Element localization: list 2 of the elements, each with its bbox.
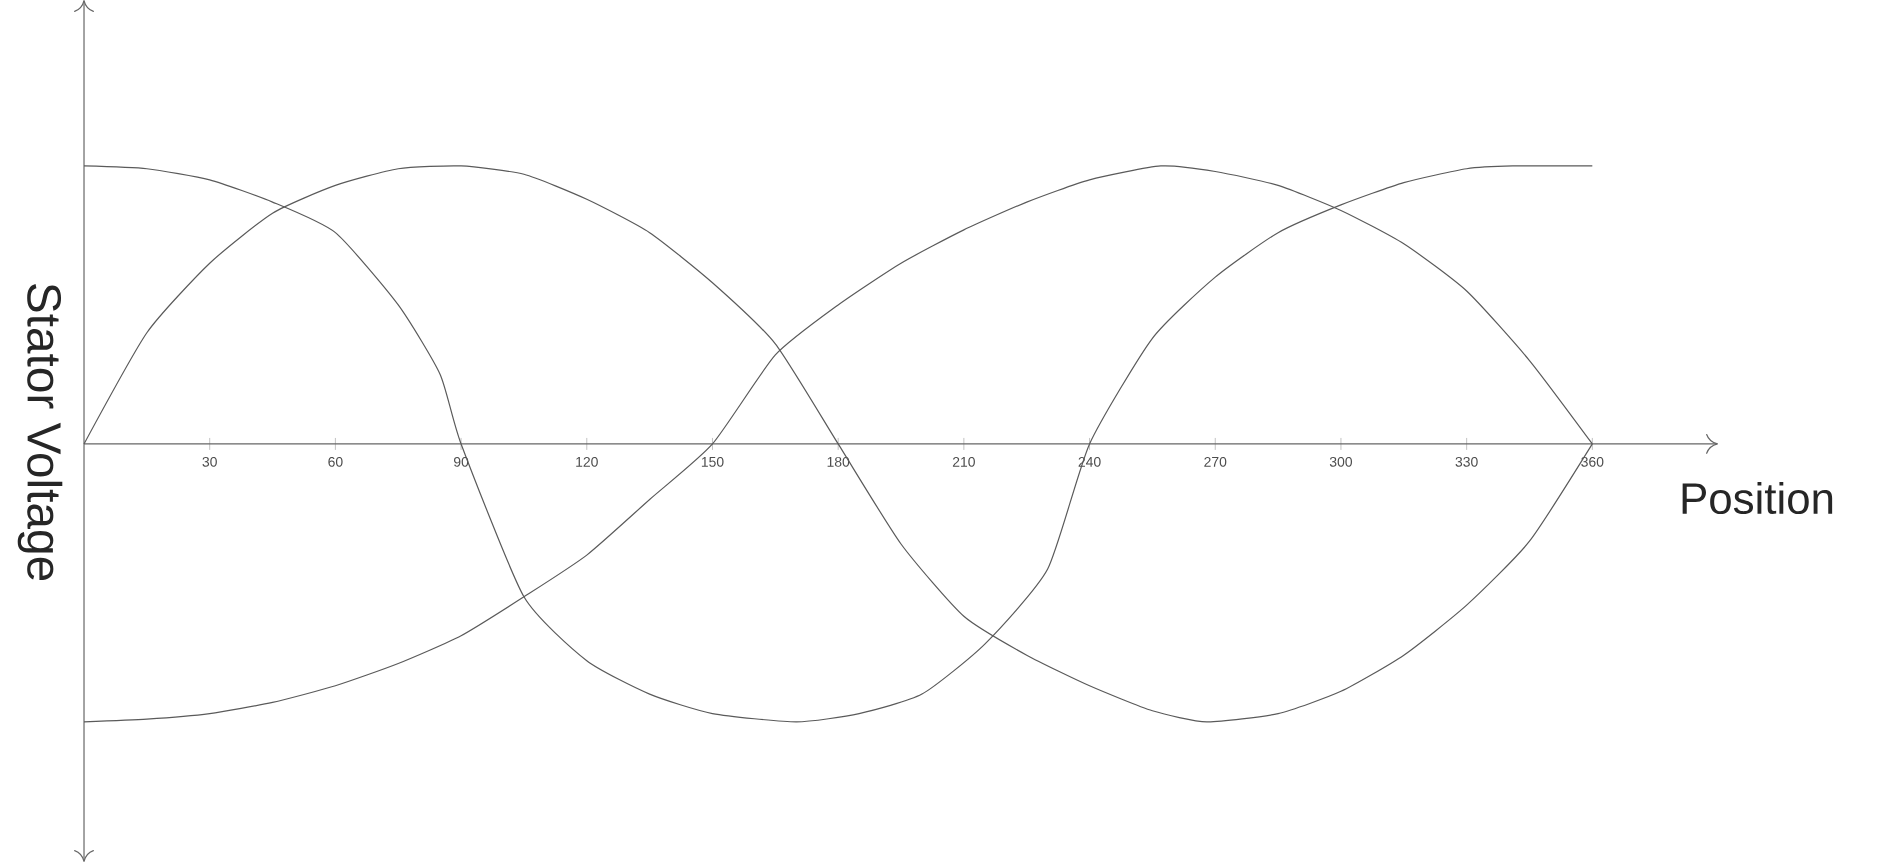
y-axis-title: Stator Voltage <box>17 283 63 581</box>
x-axis-title: Position <box>1682 481 1833 515</box>
